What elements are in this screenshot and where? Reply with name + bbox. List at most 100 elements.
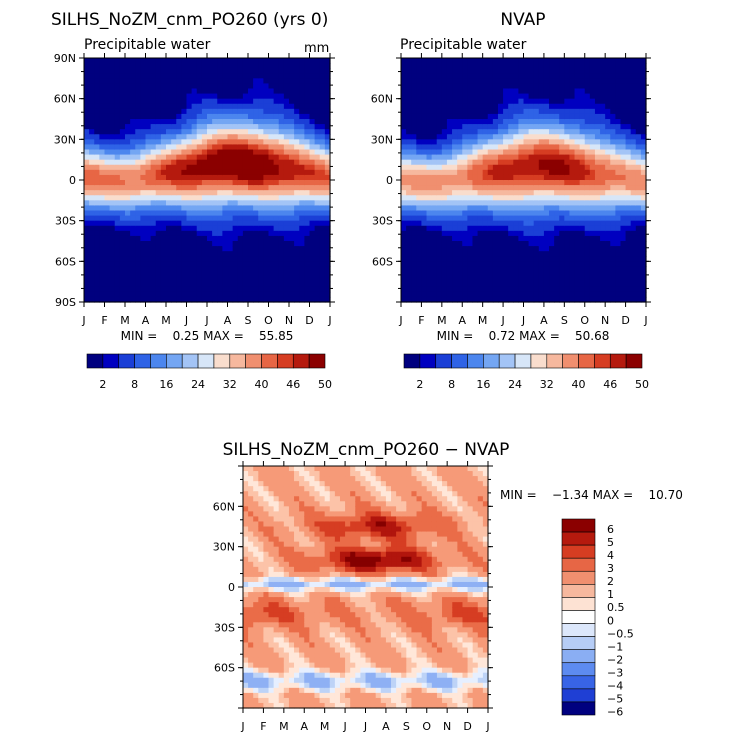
- field-cell: [579, 93, 586, 100]
- field-cell: [258, 103, 264, 110]
- field-cell: [605, 205, 611, 212]
- field-cell: [289, 180, 295, 186]
- field-cell: [191, 225, 198, 232]
- field-cell: [135, 144, 141, 151]
- field-cell: [324, 296, 331, 303]
- field-cell: [314, 108, 321, 115]
- field-cell: [543, 93, 550, 100]
- field-cell: [242, 296, 249, 303]
- field-cell: [594, 73, 601, 79]
- field-cell: [222, 164, 229, 171]
- field-cell: [278, 225, 285, 232]
- field-cell: [268, 271, 275, 278]
- field-cell: [467, 220, 474, 227]
- field-cell: [426, 58, 433, 64]
- field-cell: [114, 225, 121, 232]
- field-cell: [196, 261, 203, 268]
- field-cell: [248, 113, 254, 120]
- field-cell: [594, 103, 601, 110]
- field-cell: [217, 68, 223, 74]
- field-cell: [543, 139, 550, 146]
- field-cell: [416, 78, 423, 85]
- field-cell: [166, 220, 172, 227]
- field-cell: [324, 58, 331, 64]
- field-cell: [304, 220, 311, 227]
- field-cell: [411, 230, 417, 237]
- field-cell: [166, 119, 172, 125]
- field-cell: [528, 98, 535, 105]
- field-cell: [477, 276, 484, 283]
- field-cell: [191, 83, 198, 90]
- field-cell: [640, 88, 647, 95]
- field-cell: [600, 261, 606, 268]
- field-cell: [492, 124, 499, 130]
- field-cell: [492, 195, 499, 201]
- field-cell: [253, 185, 259, 191]
- field-cell: [564, 210, 571, 217]
- field-cell: [610, 246, 616, 252]
- field-cell: [559, 113, 565, 120]
- field-cell: [283, 63, 290, 69]
- field-cell: [594, 215, 601, 222]
- field-cell: [610, 225, 616, 232]
- field-cell: [186, 73, 193, 79]
- field-cell: [160, 195, 167, 201]
- field-cell: [166, 256, 172, 262]
- field-cell: [538, 113, 545, 120]
- field-cell: [191, 73, 198, 79]
- field-cell: [467, 195, 474, 201]
- field-cell: [232, 149, 239, 156]
- colorbar-swatch: [308, 353, 326, 369]
- field-cell: [610, 98, 616, 105]
- field-cell: [314, 276, 321, 283]
- field-cell: [294, 134, 300, 140]
- field-cell: [135, 276, 141, 283]
- field-cell: [564, 63, 571, 69]
- field-cell: [492, 78, 499, 85]
- field-cell: [640, 83, 647, 90]
- field-cell: [222, 149, 229, 156]
- field-cell: [497, 83, 504, 90]
- field-cell: [243, 486, 249, 492]
- field-cell: [518, 266, 525, 273]
- field-cell: [421, 205, 428, 212]
- field-cell: [171, 180, 177, 186]
- field-cell: [554, 88, 560, 95]
- field-cell: [273, 271, 280, 278]
- field-cell: [579, 119, 586, 125]
- field-cell: [584, 73, 591, 79]
- field-cell: [457, 58, 463, 64]
- field-cell: [533, 144, 540, 151]
- field-cell: [176, 235, 182, 242]
- field-cell: [253, 58, 259, 64]
- field-cell: [569, 230, 576, 237]
- field-cell: [620, 83, 627, 90]
- field-cell: [431, 241, 438, 247]
- field-cell: [538, 58, 545, 64]
- field-cell: [155, 215, 162, 222]
- field-cell: [114, 266, 121, 273]
- field-cell: [436, 108, 443, 115]
- field-cell: [416, 185, 423, 191]
- field-cell: [324, 225, 331, 232]
- field-cell: [472, 230, 479, 237]
- field-cell: [518, 83, 525, 90]
- field-cell: [304, 129, 311, 135]
- field-cell: [518, 190, 525, 196]
- field-cell: [401, 286, 407, 293]
- field-cell: [84, 124, 90, 130]
- field-cell: [625, 266, 632, 273]
- field-cell: [426, 174, 433, 181]
- field-cell: [508, 68, 514, 74]
- field-cell: [319, 154, 326, 161]
- field-cell: [150, 180, 157, 186]
- field-cell: [237, 210, 244, 217]
- field-cell: [416, 154, 423, 161]
- field-cell: [523, 291, 530, 298]
- field-cell: [533, 256, 540, 262]
- field-cell: [630, 220, 637, 227]
- field-cell: [462, 144, 468, 151]
- field-cell: [625, 98, 632, 105]
- field-cell: [304, 139, 311, 146]
- field-cell: [135, 154, 141, 161]
